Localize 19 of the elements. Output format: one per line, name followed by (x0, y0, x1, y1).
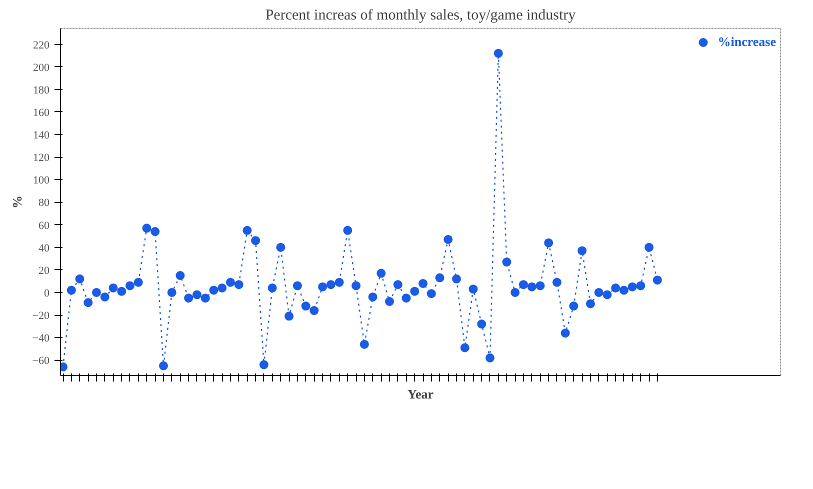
y-tick-label: 100 (33, 174, 50, 187)
y-tick-label: −20 (32, 310, 50, 322)
y-tick-label: 60 (38, 220, 50, 232)
y-axis-title: % (9, 196, 24, 208)
y-tick-label: 200 (33, 62, 50, 74)
legend-label: %increase (718, 34, 776, 50)
y-tick-label: 180 (33, 84, 50, 96)
x-axis-title: Year (408, 386, 434, 402)
y-tick-label: −40 (32, 332, 50, 345)
y-tick-label: 160 (33, 106, 50, 119)
chart-title: Percent increas of monthly sales, toy/game industry (265, 8, 576, 24)
y-tick-label: 20 (38, 264, 50, 277)
y-tick-label: 0 (44, 287, 50, 300)
y-tick-label: −60 (32, 355, 50, 368)
y-tick-label: 80 (38, 197, 50, 210)
y-tick-label: 40 (38, 242, 50, 254)
y-tick-label: 220 (33, 39, 50, 52)
y-tick-label: 120 (33, 152, 50, 164)
y-tick-label: 140 (33, 130, 50, 142)
